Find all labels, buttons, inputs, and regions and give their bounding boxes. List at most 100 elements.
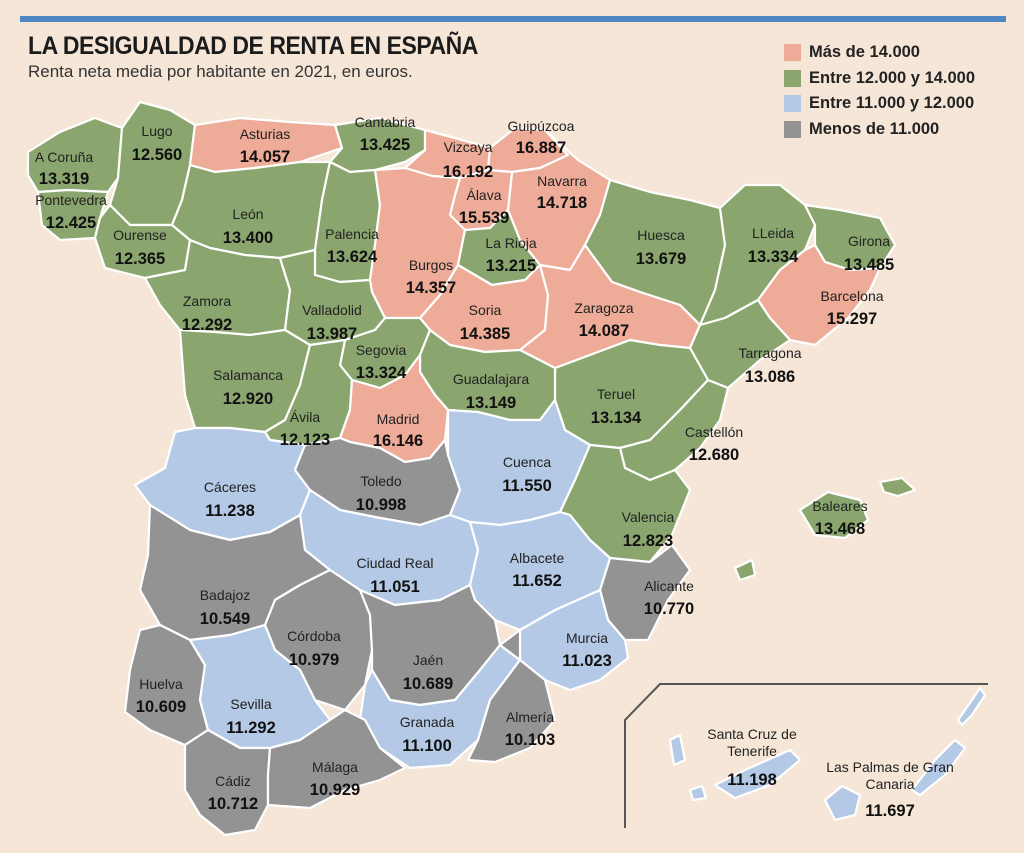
province-labels: A Coruña 13.319 Lugo 12.560 Asturias 14.057 Ca… (35, 114, 954, 820)
province-shape-baleares-menorca[interactable] (878, 476, 917, 498)
province-value-huelva: 10.609 (136, 698, 186, 716)
province-value-soria: 14.385 (460, 325, 510, 343)
province-value-burgos: 14.357 (406, 279, 456, 297)
province-value-pontevedra: 12.425 (46, 214, 96, 232)
legend-swatch-alta (784, 44, 801, 62)
province-name-vizcaya: Vizcaya (444, 139, 493, 155)
province-name-cuenca: Cuenca (503, 454, 551, 470)
map-title: LA DESIGUALDAD DE RENTA EN ESPAÑA (28, 32, 478, 60)
province-name-santa-cruz-de-tenerife: Santa Cruz de Tenerife (707, 726, 797, 759)
province-value-cordoba: 10.979 (289, 651, 339, 669)
legend-label-baja: Menos de 11.000 (809, 119, 940, 138)
map-subtitle: Renta neta media por habitante en 2021, … (28, 62, 413, 81)
province-value-las-palmas-de-gran-canaria: 11.697 (865, 802, 915, 820)
province-name-las-palmas-de-gran-canaria: Las Palmas de Gran Canaria (826, 759, 954, 792)
province-name-zaragoza: Zaragoza (574, 300, 633, 316)
province-name-madrid: Madrid (377, 411, 420, 427)
province-value-teruel: 13.134 (591, 409, 642, 427)
province-value-baleares: 13.468 (815, 520, 865, 538)
province-value-la-rioja: 13.215 (486, 257, 536, 275)
province-name-teruel: Teruel (597, 386, 635, 402)
province-value-guadalajara: 13.149 (466, 394, 516, 412)
province-value-girona: 13.485 (844, 256, 894, 274)
province-name-navarra: Navarra (537, 173, 587, 189)
province-shape-baleares-ibiza[interactable] (733, 558, 757, 582)
province-name-murcia: Murcia (566, 630, 608, 646)
province-value-castellon: 12.680 (689, 446, 739, 464)
province-shape-tenerife-gomera[interactable] (688, 784, 708, 802)
province-value-navarra: 14.718 (537, 194, 587, 212)
province-name-cordoba: Córdoba (287, 628, 341, 644)
province-name-barcelona: Barcelona (820, 288, 883, 304)
legend-item-media-alta: Entre 12.000 y 14.000 (784, 66, 975, 92)
legend-label-media-alta: Entre 12.000 y 14.000 (809, 68, 976, 87)
province-value-palencia: 13.624 (327, 248, 378, 266)
province-shape-fuerteventura[interactable] (910, 738, 967, 797)
province-name-malaga: Málaga (312, 759, 358, 775)
province-value-toledo: 10.998 (356, 496, 406, 514)
legend-swatch-media-alta (784, 69, 801, 87)
province-shape-tenerife[interactable] (713, 748, 802, 800)
canarias-inset-frame (624, 683, 988, 828)
province-value-huesca: 13.679 (636, 250, 686, 268)
province-name-avila: Ávila (290, 409, 321, 425)
province-value-almeria: 10.103 (505, 731, 555, 749)
province-shape-baleares[interactable] (798, 490, 870, 540)
province-name-cantabria: Cantabria (355, 114, 416, 130)
province-value-vizcaya: 16.192 (443, 163, 493, 181)
province-shape-barcelona[interactable] (756, 243, 882, 347)
province-name-baleares: Baleares (812, 498, 867, 514)
province-shapes (26, 100, 987, 837)
province-name-a-coruna: A Coruña (35, 149, 94, 165)
province-value-murcia: 11.023 (562, 652, 612, 670)
province-name-cadiz: Cádiz (215, 773, 251, 789)
province-name-jaen: Jaén (413, 652, 443, 668)
province-value-cuenca: 11.550 (502, 477, 552, 495)
province-value-a-coruna: 13.319 (39, 170, 89, 188)
province-name-soria: Soria (469, 302, 502, 318)
province-name-ourense: Ourense (113, 227, 167, 243)
legend-swatch-media-baja (784, 95, 801, 113)
province-value-albacete: 11.652 (512, 572, 562, 590)
province-value-valencia: 12.823 (623, 532, 673, 550)
legend-swatch-baja (784, 120, 801, 138)
province-name-guipuzcoa: Guipúzcoa (508, 118, 575, 134)
province-value-guipuzcoa: 16.887 (516, 139, 566, 157)
province-value-asturias: 14.057 (240, 148, 290, 166)
province-value-avila: 12.123 (280, 431, 330, 449)
province-name-huesca: Huesca (637, 227, 685, 243)
province-shape-almeria[interactable] (466, 628, 557, 764)
province-value-jaen: 10.689 (403, 675, 453, 693)
province-shape-tenerife-la-palma[interactable] (668, 733, 687, 767)
province-name-burgos: Burgos (409, 257, 453, 273)
province-value-ciudad-real: 11.051 (370, 578, 420, 596)
province-value-alava: 15.539 (459, 209, 509, 227)
province-value-cantabria: 13.425 (360, 136, 410, 154)
province-shape-malaga[interactable] (266, 708, 407, 810)
legend-label-alta: Más de 14.000 (809, 43, 920, 62)
province-shape-a-coruna[interactable] (26, 116, 124, 194)
province-name-asturias: Asturias (240, 126, 291, 142)
province-name-leon: León (232, 206, 263, 222)
province-name-valencia: Valencia (622, 509, 675, 525)
province-name-sevilla: Sevilla (230, 696, 271, 712)
province-name-almeria: Almería (506, 709, 554, 725)
province-value-sevilla: 11.292 (226, 719, 276, 737)
province-value-segovia: 13.324 (356, 364, 407, 382)
province-value-alicante: 10.770 (644, 600, 694, 618)
province-value-ourense: 12.365 (115, 250, 165, 268)
province-name-guadalajara: Guadalajara (453, 371, 529, 387)
province-name-badajoz: Badajoz (200, 587, 251, 603)
province-shape-cantabria[interactable] (328, 116, 427, 174)
province-value-tarragona: 13.086 (745, 368, 795, 386)
province-value-salamanca: 12.920 (223, 390, 273, 408)
province-name-lugo: Lugo (141, 123, 172, 139)
province-shape-lanzarote[interactable] (956, 686, 987, 727)
legend-item-media-baja: Entre 11.000 y 12.000 (784, 91, 975, 117)
province-shape-gran-canaria[interactable] (823, 784, 862, 822)
top-accent-rule (20, 16, 1006, 22)
province-name-pontevedra: Pontevedra (35, 192, 107, 208)
province-name-salamanca: Salamanca (213, 367, 283, 383)
province-value-zaragoza: 14.087 (579, 322, 629, 340)
